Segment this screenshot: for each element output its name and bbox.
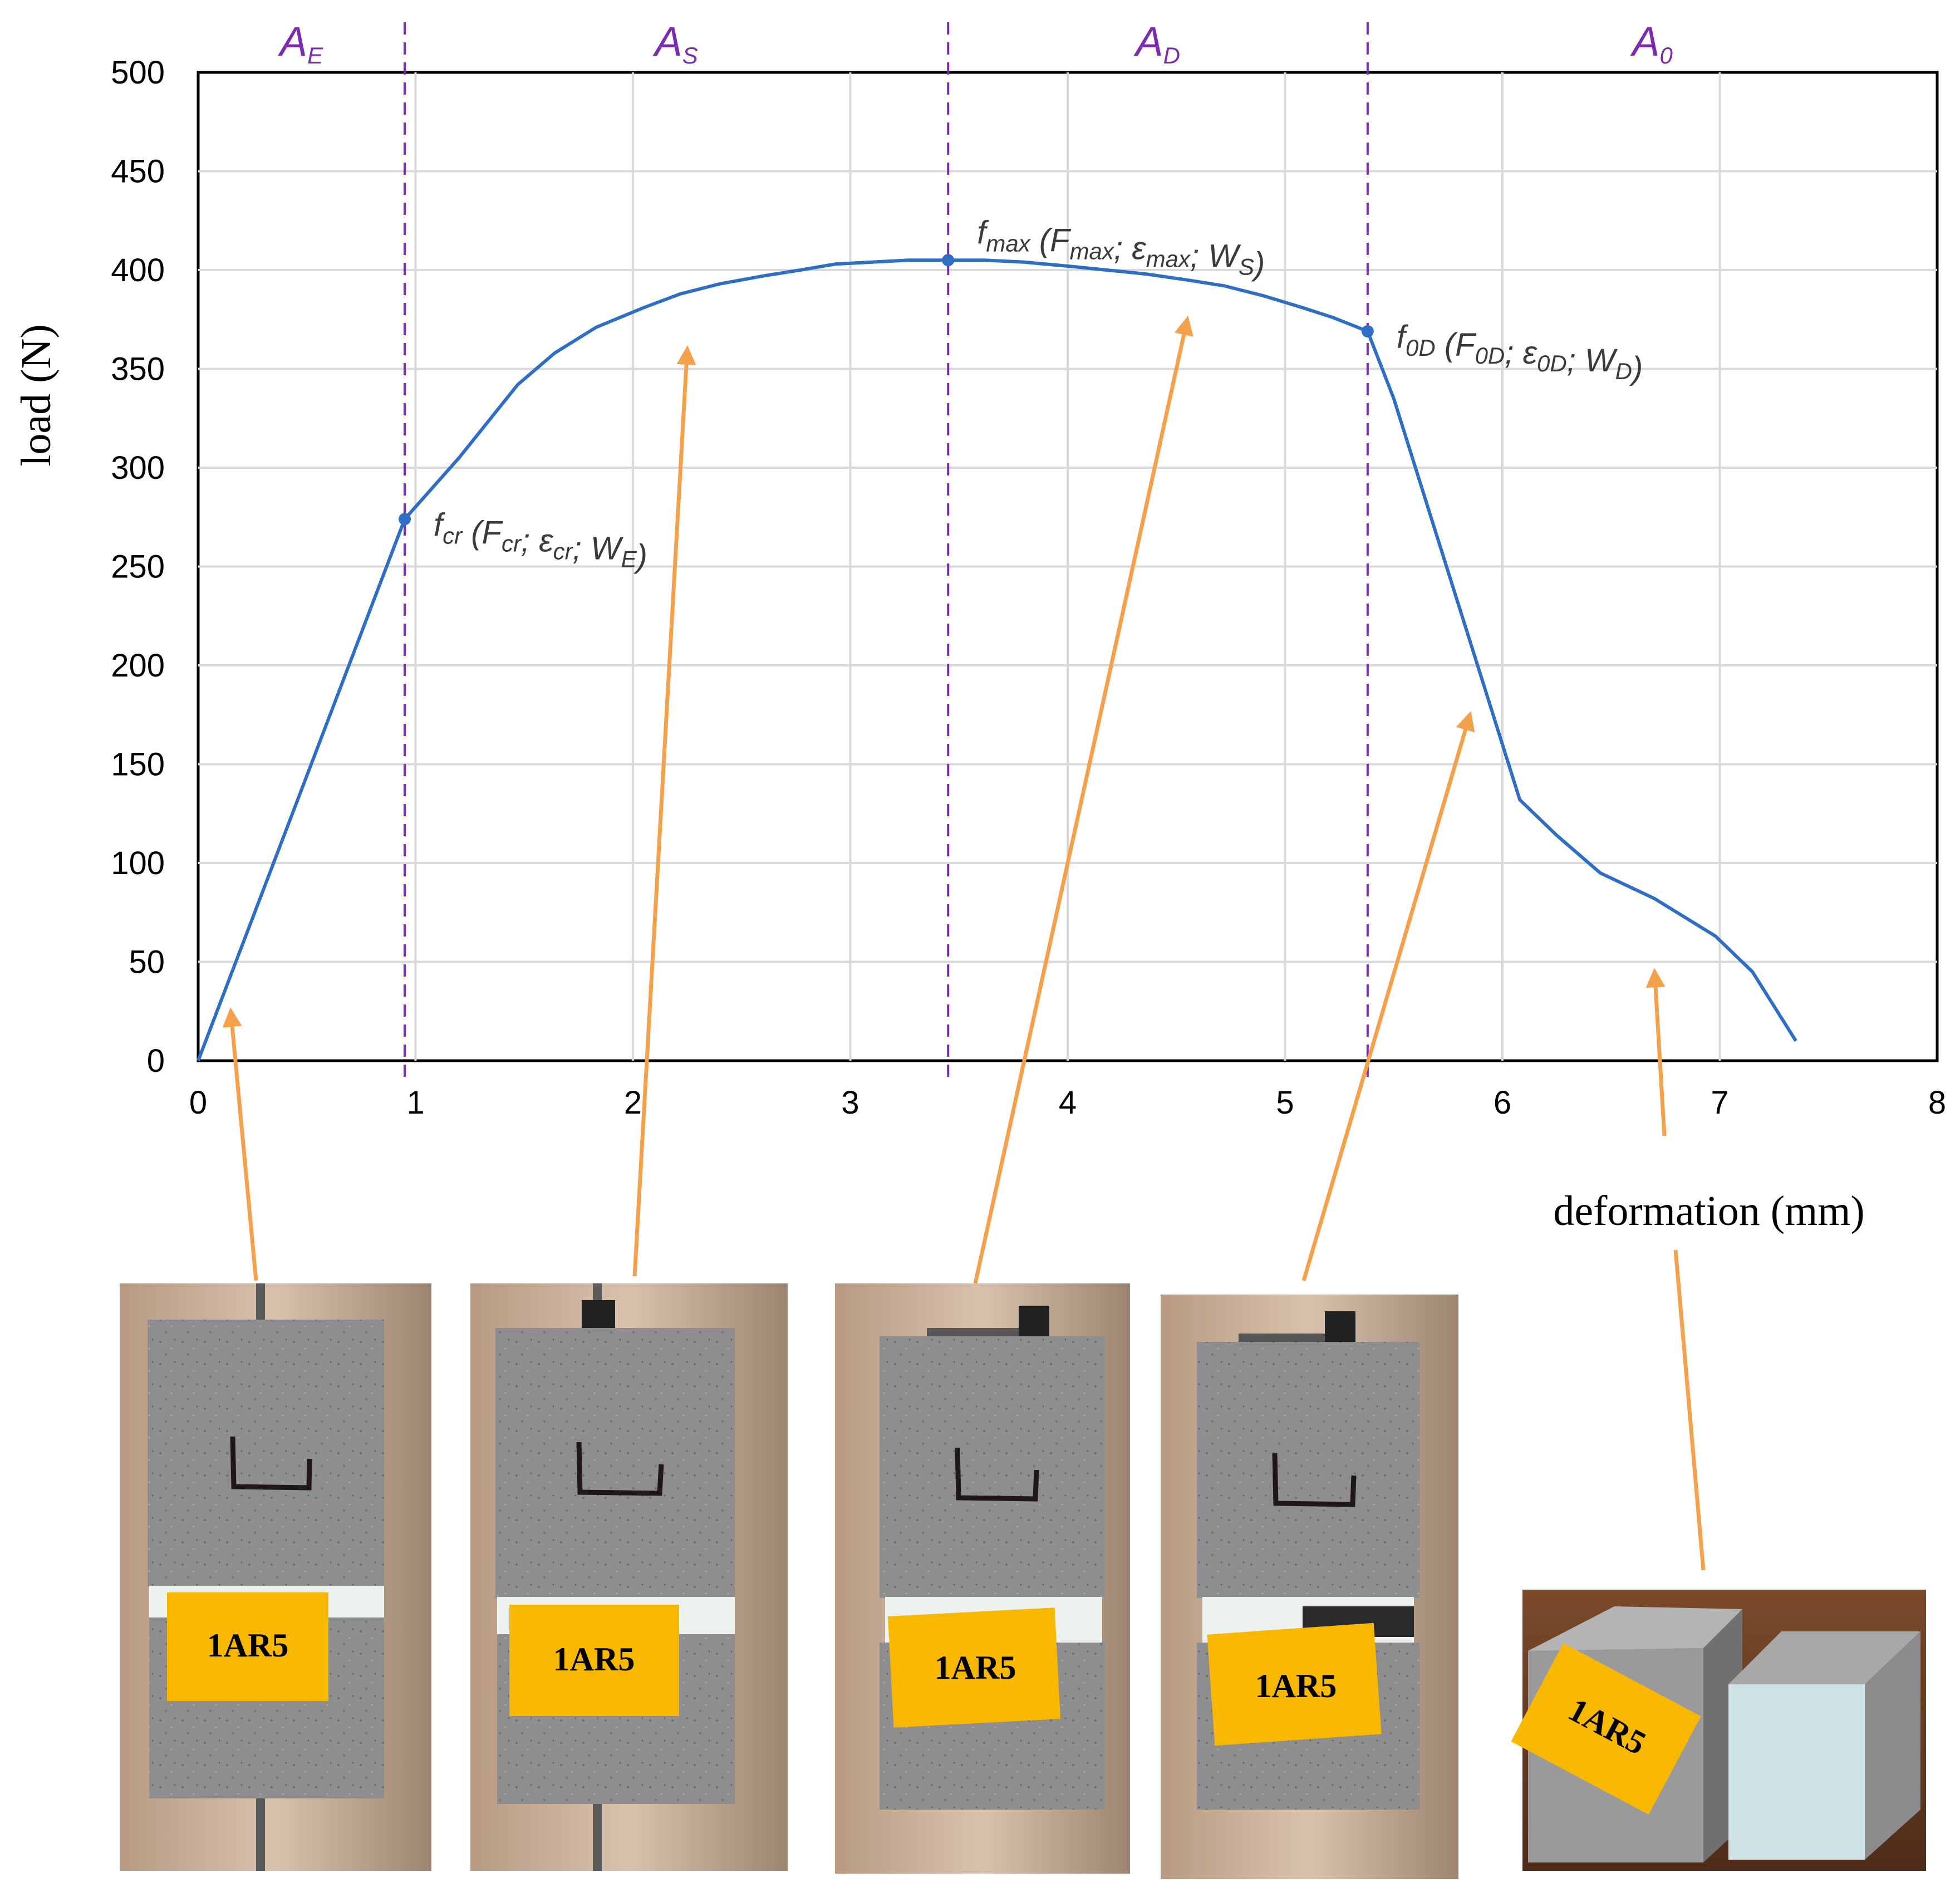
x-tick-label: 5	[1276, 1085, 1294, 1121]
photo-tag: 1AR5	[553, 1641, 635, 1678]
y-tick-label: 150	[111, 747, 165, 783]
y-tick-label: 500	[111, 55, 165, 91]
x-tick-label: 6	[1494, 1085, 1511, 1121]
x-tick-label: 8	[1928, 1085, 1946, 1121]
zone-boundaries	[403, 22, 1369, 1077]
zone-label: AD	[1133, 18, 1180, 68]
key-point-marker	[398, 513, 411, 526]
photo-tag: 1AR5	[207, 1627, 289, 1664]
zone-labels: AE AS AD A0	[278, 18, 1673, 68]
x-axis-title: deformation (mm)	[1553, 1188, 1864, 1234]
y-tick-label: 250	[111, 549, 165, 585]
pointer-arrow	[632, 345, 696, 1277]
photo-failed: 1AR5	[1511, 1590, 1926, 1871]
key-point-annotations: fcr (Fcr; εcr; WE)fmax (Fmax; εmax; WS)f…	[398, 214, 1643, 574]
key-point-marker	[1361, 325, 1374, 338]
photo-failing: 1AR5	[1161, 1295, 1458, 1879]
pointer-arrow	[222, 1007, 258, 1281]
load-curve	[197, 258, 1797, 1062]
y-tick-label: 100	[111, 845, 165, 881]
y-tick-label: 50	[129, 944, 165, 981]
gridlines	[198, 72, 1937, 1061]
photo-stable: 1AR5	[470, 1283, 788, 1871]
y-tick-label: 400	[111, 252, 165, 288]
y-axis-ticks: 0 50 100 150 200 250 300 350 400 450 500	[111, 55, 165, 1079]
y-tick-label: 0	[147, 1043, 165, 1079]
y-axis-title: load (N)	[13, 324, 60, 466]
zone-label: A0	[1630, 18, 1673, 68]
photo-tag: 1AR5	[935, 1649, 1016, 1686]
x-tick-label: 1	[406, 1085, 424, 1121]
key-point-label: fmax (Fmax; εmax; WS)	[977, 214, 1265, 282]
pointer-arrow	[973, 315, 1193, 1284]
pointer-arrow	[1673, 1249, 1706, 1571]
zone-label: AE	[278, 18, 323, 68]
x-tick-label: 0	[189, 1085, 207, 1121]
y-tick-label: 200	[111, 648, 165, 684]
key-point-marker	[942, 254, 955, 267]
photo-elastic: 1AR5	[120, 1283, 431, 1871]
x-tick-label: 7	[1711, 1085, 1728, 1121]
x-axis-ticks: 0 1 2 3 4 5 6 7 8	[189, 1085, 1946, 1121]
photo-strip: 1AR5 1AR5 1AR5	[120, 1283, 1926, 1879]
pointer-arrow	[1645, 968, 1667, 1136]
y-tick-label: 350	[111, 351, 165, 388]
series-line	[197, 258, 1797, 1062]
photo-tag: 1AR5	[1255, 1668, 1337, 1704]
y-tick-label: 300	[111, 450, 165, 486]
y-tick-label: 450	[111, 154, 165, 190]
x-tick-label: 2	[624, 1085, 642, 1121]
x-tick-label: 4	[1059, 1085, 1077, 1121]
zone-label: AS	[652, 18, 697, 68]
key-point-label: f0D (F0D; ε0D; WD)	[1397, 319, 1643, 386]
pointer-arrow	[1301, 711, 1475, 1281]
photo-pointers	[222, 315, 1706, 1571]
x-tick-label: 3	[841, 1085, 859, 1121]
photo-damaged: 1AR5	[835, 1283, 1130, 1874]
